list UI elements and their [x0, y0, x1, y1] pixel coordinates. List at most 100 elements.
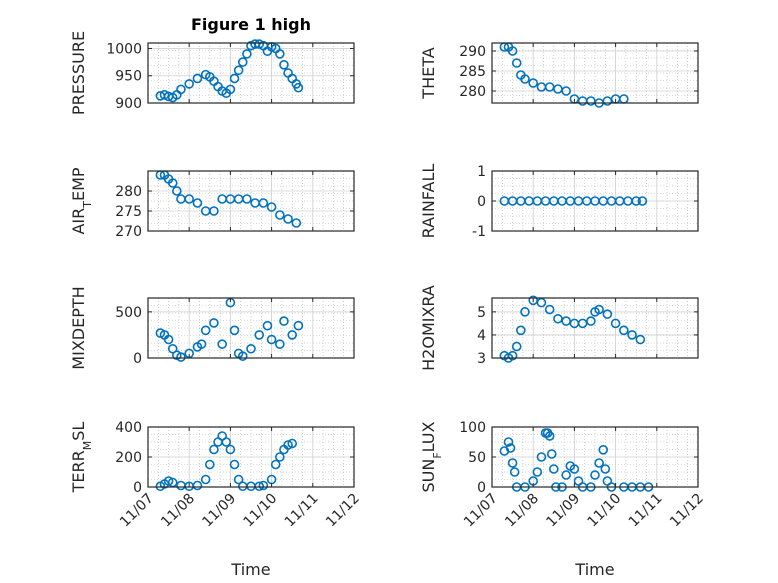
- y-tick-label: 950: [115, 69, 142, 85]
- data-point: [507, 46, 518, 56]
- data-point: [233, 474, 244, 485]
- data-point: [287, 330, 298, 340]
- panel-air-temp: 270 275 280 AIRTEMP: [69, 167, 355, 240]
- x-tick-label: 11/12: [323, 491, 363, 531]
- data-point: [600, 464, 611, 474]
- data-point: [200, 474, 211, 485]
- data-point: [200, 325, 211, 336]
- data-point: [507, 350, 518, 361]
- data-point: [176, 84, 186, 95]
- data-point: [586, 316, 596, 326]
- data-point: [225, 444, 236, 455]
- data-point: [553, 313, 563, 324]
- y-tick-label: 5: [477, 305, 486, 321]
- data-point: [246, 343, 256, 354]
- data-point: [590, 470, 600, 480]
- y-tick-label: 280: [115, 184, 142, 200]
- y-tick-label: 500: [115, 305, 142, 321]
- data-point: [637, 196, 648, 206]
- data-point: [528, 295, 539, 306]
- y-tick-label: 0: [477, 480, 486, 496]
- y-tick-label: 0: [477, 194, 486, 210]
- x-tick-label: 11/08: [158, 491, 198, 531]
- y-tick-label: 0: [133, 480, 142, 496]
- data-point: [287, 438, 298, 449]
- data-point: [561, 86, 571, 96]
- x-tick-label: 11/12: [667, 491, 707, 531]
- y-axis-label: MIXDEPTH: [69, 286, 88, 369]
- data-point: [544, 304, 555, 315]
- data-point: [548, 464, 559, 474]
- data-point: [266, 334, 277, 345]
- data-point: [293, 82, 304, 93]
- x-axis-label-left: Time: [230, 560, 270, 579]
- y-axis-label: RAINFALL: [419, 164, 438, 239]
- data-point: [293, 320, 304, 331]
- data-point: [619, 325, 629, 336]
- data-point: [561, 470, 571, 480]
- y-tick-label: 1: [477, 164, 486, 180]
- panel-pressure: 900 950 1000 PRESSURE: [69, 31, 355, 115]
- data-point: [594, 304, 604, 315]
- data-point: [176, 352, 186, 362]
- y-axis-label: H2OMIXRA: [419, 285, 438, 371]
- x-tick-label: 11/09: [199, 491, 239, 531]
- data-point: [507, 458, 518, 468]
- data-point: [184, 194, 194, 204]
- data-point: [511, 341, 522, 352]
- data-point: [561, 316, 571, 326]
- data-point: [283, 440, 293, 450]
- data-point: [242, 194, 252, 204]
- data-point: [520, 74, 530, 84]
- axes-box: [147, 170, 355, 232]
- data-point: [275, 452, 285, 462]
- data-point: [598, 444, 609, 455]
- data-point: [610, 318, 621, 329]
- data-point: [602, 309, 613, 319]
- data-point: [184, 79, 194, 89]
- data-point: [163, 476, 174, 486]
- axes-box: [147, 297, 355, 359]
- y-tick-label: 100: [459, 420, 486, 436]
- data-point: [258, 198, 269, 208]
- axes-box: [491, 42, 699, 104]
- data-point: [275, 49, 285, 59]
- data-point: [546, 449, 557, 459]
- panel-terr-msl: 0 200 400 11/07 11/08 11/09 11/10 11/11 11/12 TER…: [69, 420, 363, 530]
- data-point: [237, 57, 248, 67]
- data-point: [233, 65, 244, 76]
- y-tick-label: 1000: [106, 41, 142, 57]
- data-point: [163, 334, 174, 345]
- y-tick-label: 900: [115, 96, 142, 112]
- y-tick-label: 285: [459, 64, 486, 80]
- y-tick-label: 4: [477, 328, 486, 344]
- data-point: [505, 443, 516, 453]
- data-point: [254, 330, 265, 340]
- axes-box: [491, 297, 699, 359]
- panel-rainfall: -1 0 1 RAINFALL: [419, 164, 699, 240]
- figure-title: Figure 1 high: [191, 15, 311, 34]
- data-point: [196, 339, 207, 349]
- data-point: [229, 459, 240, 470]
- data-point: [544, 431, 555, 441]
- x-tick-label: 11/09: [543, 491, 583, 531]
- data-point: [209, 444, 219, 455]
- data-point: [536, 452, 547, 462]
- data-point: [509, 467, 520, 477]
- x-axis-label-right: Time: [574, 560, 614, 579]
- x-tick-label: 11/07: [117, 491, 157, 531]
- x-tick-label: 11/11: [626, 491, 666, 531]
- panel-theta: 280 285 290 THETA: [419, 42, 699, 108]
- data-point: [262, 320, 273, 331]
- panel-sun-flux: 0 50 100 11/07 11/08 11/09 11/10 11/11 11/12 SUNF…: [419, 420, 707, 530]
- y-axis-label: THETA: [419, 47, 438, 99]
- x-tick-label: 11/08: [502, 491, 542, 531]
- y-tick-label: 0: [133, 351, 142, 367]
- x-tick-label: 11/07: [461, 491, 501, 531]
- y-tick-label: 3: [477, 351, 486, 367]
- data-point: [237, 351, 248, 361]
- data-point: [528, 78, 539, 88]
- y-axis-label: PRESSURE: [69, 31, 88, 115]
- data-point: [279, 316, 289, 326]
